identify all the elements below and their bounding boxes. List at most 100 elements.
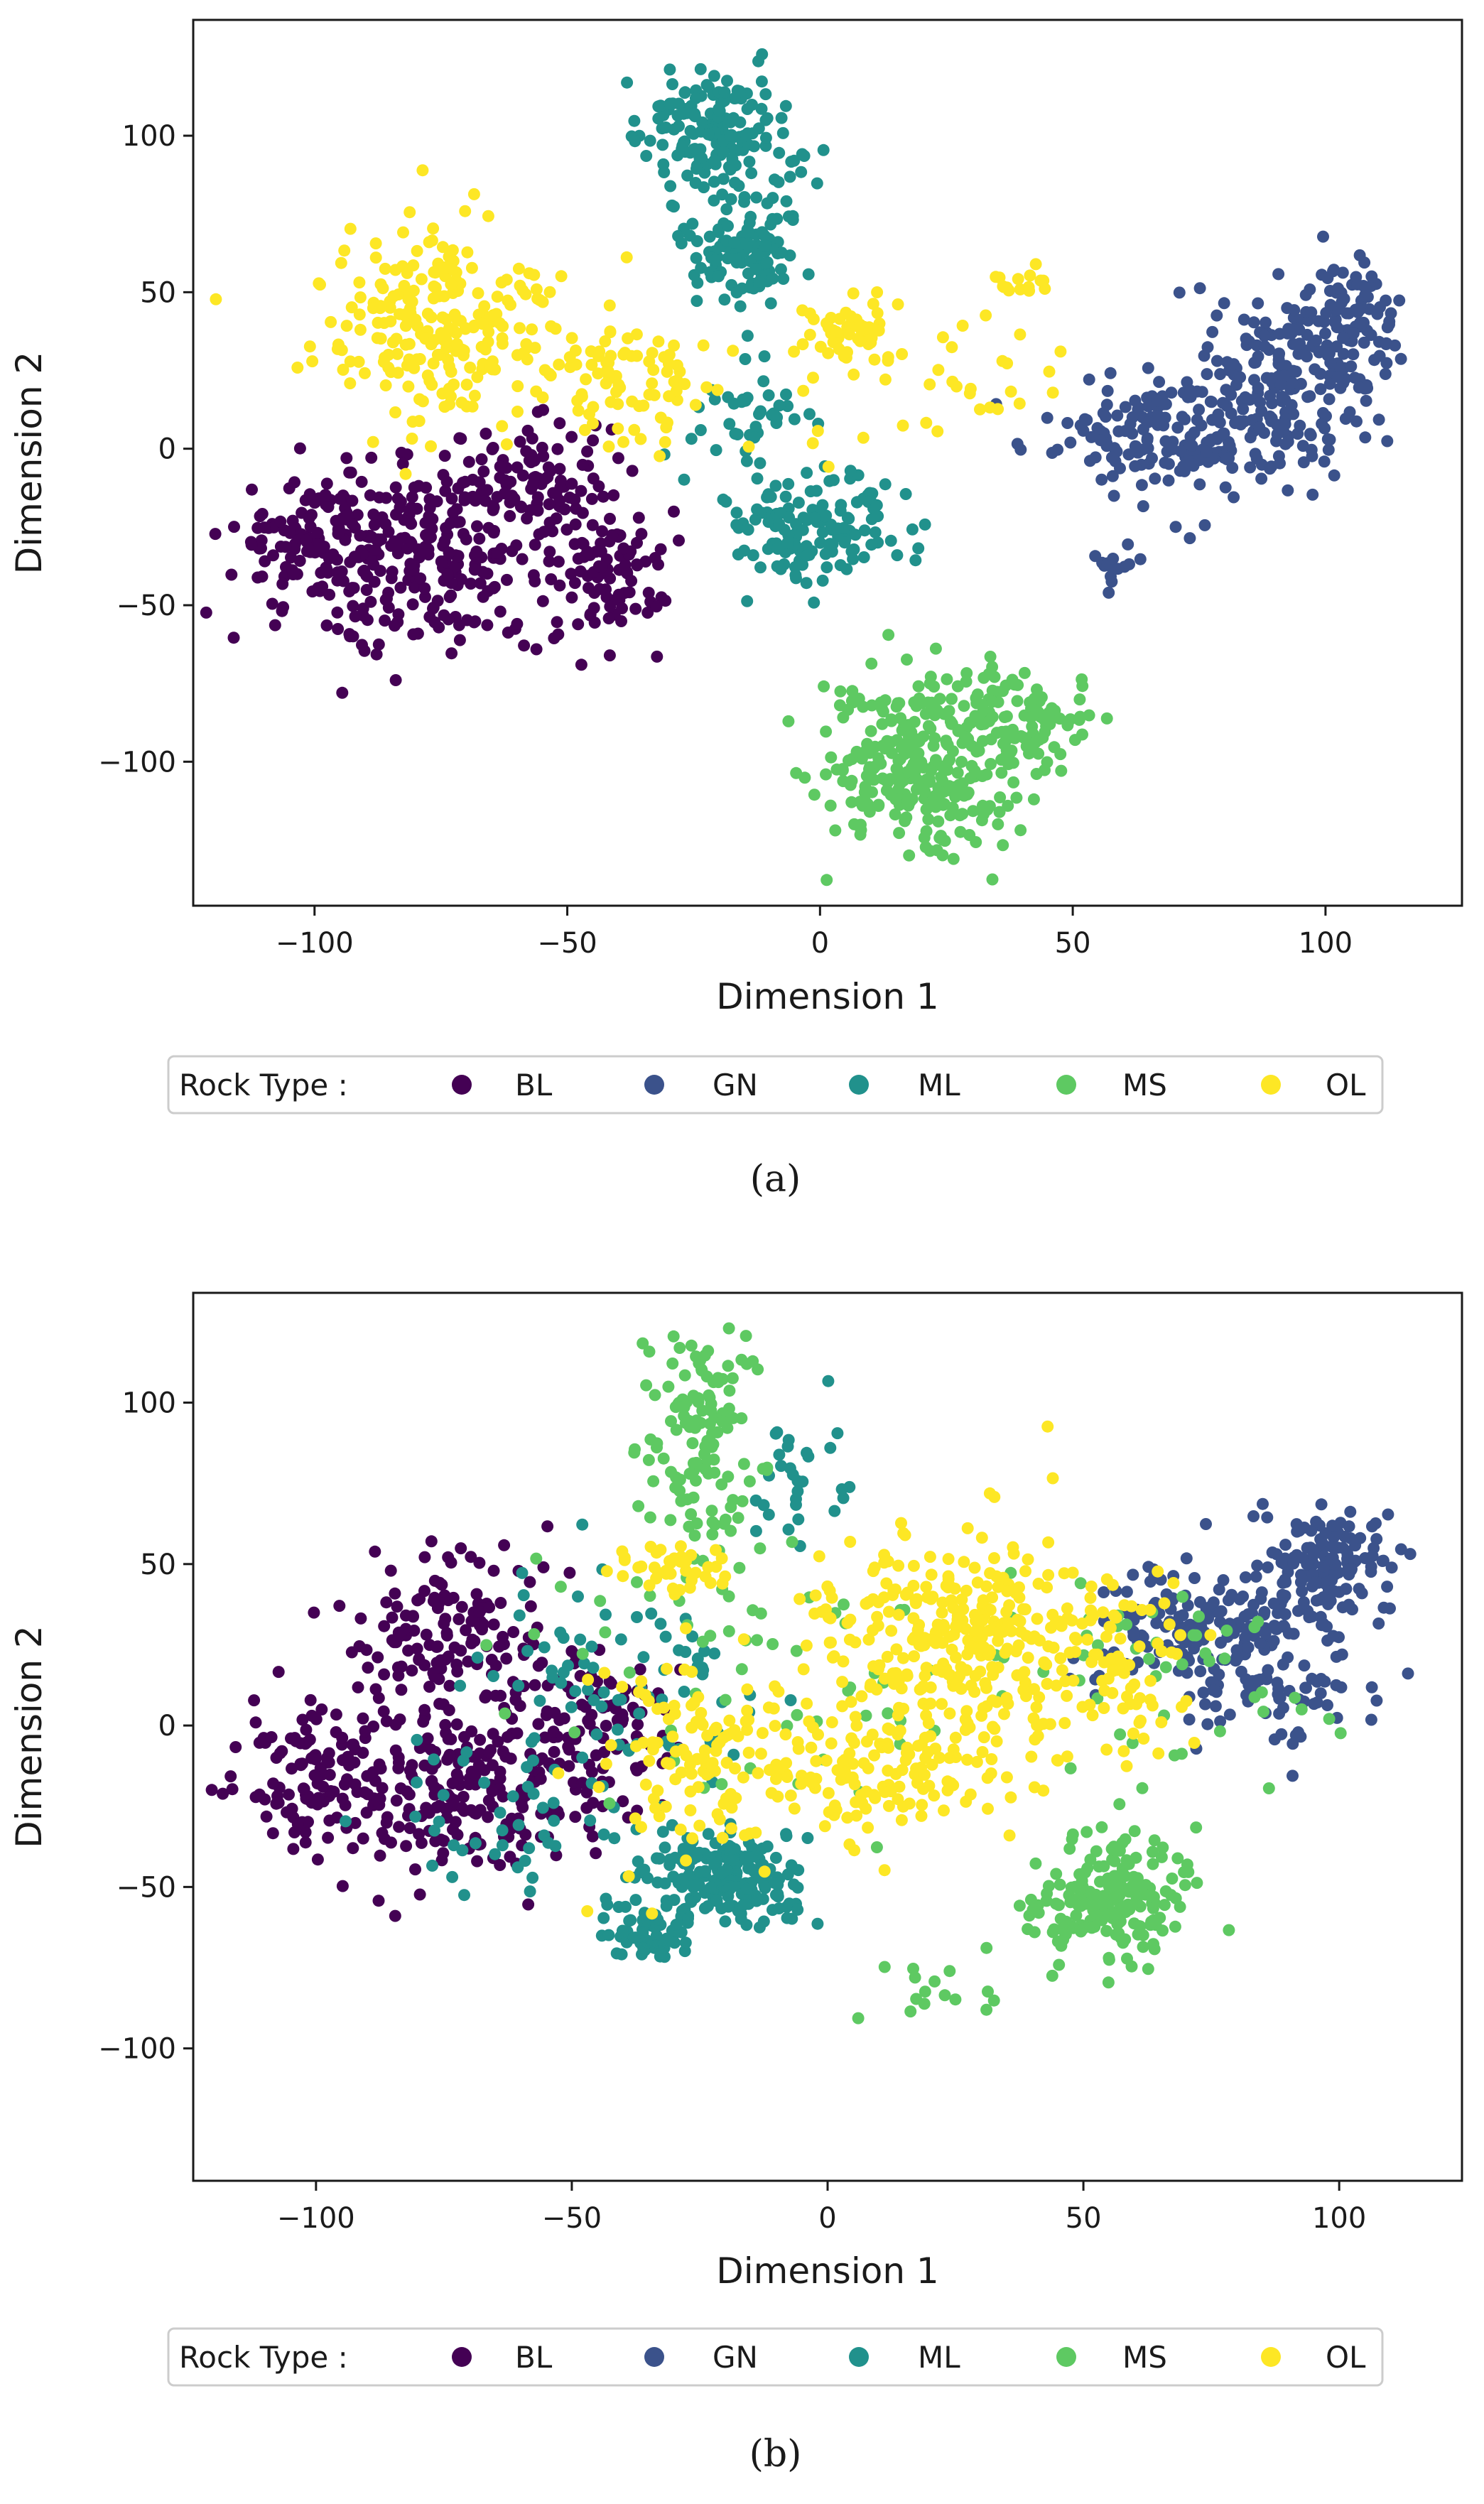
- point-ml: [659, 1951, 671, 1963]
- point-bl: [440, 1629, 453, 1642]
- point-ol: [708, 1765, 721, 1777]
- point-bl: [498, 1539, 511, 1551]
- point-ms: [949, 1993, 962, 2006]
- point-ms: [867, 774, 880, 786]
- point-ol: [901, 1586, 914, 1599]
- point-ms: [1112, 1927, 1125, 1939]
- point-ol: [737, 1771, 749, 1784]
- point-ol: [1024, 269, 1036, 282]
- point-ml: [685, 1895, 698, 1908]
- point-bl: [346, 494, 359, 507]
- point-ml: [738, 544, 751, 557]
- point-ms: [662, 1380, 675, 1393]
- point-ml: [713, 104, 725, 117]
- point-ml: [631, 1611, 643, 1623]
- point-gn: [1095, 473, 1108, 486]
- point-gn: [1279, 1539, 1291, 1551]
- legend-label-ms: MS: [1122, 2340, 1167, 2375]
- point-bl: [407, 628, 420, 641]
- point-ml: [828, 1505, 841, 1517]
- point-ms: [872, 752, 885, 764]
- point-gn: [1129, 460, 1142, 472]
- point-ol: [968, 1561, 981, 1574]
- point-ol: [599, 335, 612, 347]
- point-ms: [685, 1508, 698, 1521]
- point-gn: [1319, 1527, 1332, 1539]
- point-ol: [659, 1800, 672, 1813]
- point-ol: [426, 379, 438, 391]
- point-bl: [522, 1898, 535, 1911]
- point-ol: [353, 276, 366, 289]
- point-bl: [445, 1556, 457, 1569]
- point-ol: [612, 379, 625, 391]
- point-gn: [1301, 1605, 1314, 1617]
- point-bl: [568, 577, 581, 590]
- point-ms: [876, 717, 889, 730]
- point-ol: [496, 332, 509, 345]
- point-ml: [523, 1842, 536, 1855]
- point-ol: [805, 1741, 818, 1754]
- point-ol: [892, 1608, 905, 1621]
- point-ms: [1323, 1713, 1336, 1725]
- point-ol: [844, 1613, 857, 1626]
- point-ml: [702, 1828, 715, 1841]
- point-bl: [290, 1735, 303, 1747]
- point-bl: [486, 1784, 499, 1796]
- point-ol: [628, 423, 641, 436]
- point-ms: [1031, 705, 1044, 718]
- point-bl: [245, 538, 258, 551]
- point-ml: [640, 150, 653, 162]
- point-ml: [835, 1483, 848, 1495]
- point-bl: [341, 1773, 353, 1786]
- point-bl: [471, 520, 483, 533]
- point-ol: [635, 1675, 648, 1688]
- point-bl: [590, 1749, 602, 1762]
- point-bl: [347, 1842, 359, 1855]
- point-ms: [733, 1561, 746, 1574]
- point-ol: [1058, 1567, 1071, 1580]
- point-ms: [1120, 1854, 1133, 1867]
- point-ol: [942, 1573, 955, 1586]
- point-bl: [494, 1597, 507, 1609]
- point-ol: [882, 1799, 895, 1812]
- point-ms: [941, 673, 953, 685]
- point-gn: [1218, 427, 1230, 440]
- point-ol: [1037, 1784, 1050, 1797]
- point-bl: [433, 621, 445, 634]
- point-ol: [639, 1689, 651, 1701]
- point-ml: [710, 1894, 723, 1907]
- point-bl: [551, 616, 563, 629]
- point-ol: [894, 1724, 906, 1737]
- point-ol: [367, 302, 379, 315]
- point-gn: [1254, 1637, 1267, 1649]
- point-ms: [848, 818, 860, 830]
- point-gn: [1206, 325, 1219, 338]
- point-bl: [469, 1769, 482, 1781]
- x-tick-label: −100: [276, 927, 354, 960]
- point-gn: [1188, 426, 1201, 439]
- y-tick-label: −50: [117, 590, 176, 622]
- point-ms: [644, 1511, 656, 1524]
- point-ml: [651, 1852, 663, 1865]
- point-ol: [680, 1749, 693, 1762]
- point-bl: [286, 1762, 298, 1775]
- point-gn: [1343, 1598, 1355, 1611]
- point-ol: [406, 416, 419, 428]
- point-ms: [876, 703, 888, 715]
- point-ol: [1071, 1633, 1083, 1646]
- point-gn: [1359, 281, 1372, 293]
- point-gn: [1207, 1596, 1220, 1609]
- point-ol: [635, 1821, 647, 1833]
- point-ml: [720, 203, 733, 216]
- point-ol: [780, 1757, 793, 1769]
- point-ol: [879, 1786, 892, 1799]
- point-ml: [760, 256, 773, 269]
- point-gn: [1275, 1728, 1288, 1740]
- point-gn: [1228, 491, 1240, 504]
- point-ol: [421, 308, 434, 320]
- point-ol: [604, 325, 617, 338]
- point-gn: [1183, 1713, 1196, 1726]
- point-ml: [695, 152, 708, 164]
- y-tick-label: −50: [117, 1871, 176, 1904]
- point-ml: [718, 86, 731, 99]
